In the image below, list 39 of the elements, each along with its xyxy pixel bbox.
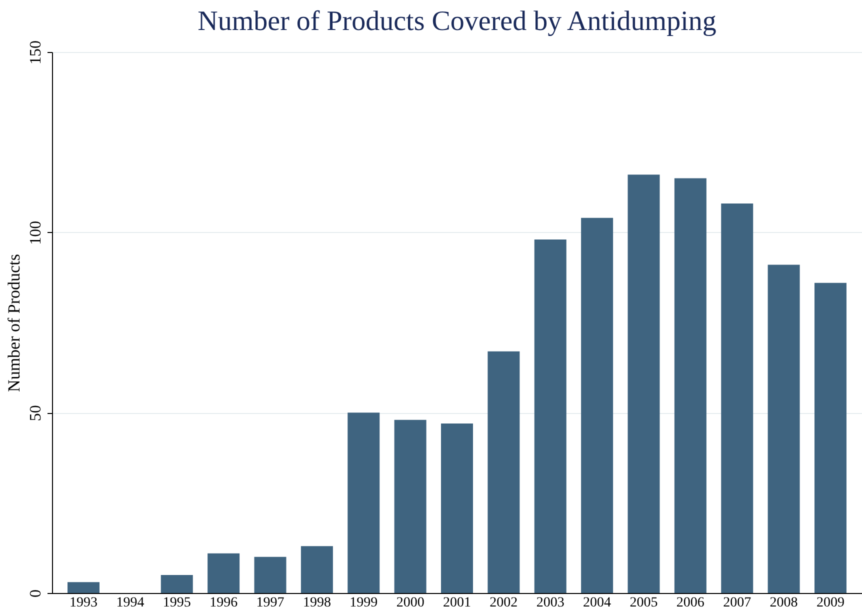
x-tick-label: 2008 xyxy=(770,596,798,610)
x-tick-label: 2006 xyxy=(676,596,704,610)
x-tick-label: 2001 xyxy=(443,596,471,610)
x-tick-label: 1995 xyxy=(162,596,191,610)
y-tick-label: 100 xyxy=(28,220,44,245)
y-tick-label: 50 xyxy=(28,405,44,422)
chart-title: Number of Products Covered by Antidumping xyxy=(198,6,716,37)
x-tick-label: 1993 xyxy=(70,596,98,610)
y-tick-label: 150 xyxy=(28,40,44,64)
bar xyxy=(488,351,520,593)
bar xyxy=(300,546,333,593)
y-tick-label: 0 xyxy=(28,590,44,598)
y-axis-title: Number of Products xyxy=(4,254,24,392)
x-tick-label: 1998 xyxy=(302,596,331,610)
bar xyxy=(394,420,426,593)
bar xyxy=(441,423,473,593)
x-tick-label: 2007 xyxy=(723,596,752,610)
x-tick-label: 1994 xyxy=(116,596,144,610)
bar xyxy=(68,582,100,593)
x-tick-label: 1996 xyxy=(210,596,238,610)
bar xyxy=(581,218,614,593)
bar xyxy=(254,556,286,593)
x-tick-label: 1999 xyxy=(350,596,378,610)
x-tick-label: 1997 xyxy=(256,596,284,610)
x-tick-label: 2005 xyxy=(630,596,658,610)
x-tick-label: 2009 xyxy=(816,596,844,610)
bar xyxy=(208,553,240,593)
bar xyxy=(534,240,566,593)
bar xyxy=(768,264,800,593)
bar xyxy=(814,282,846,593)
bar xyxy=(628,174,660,593)
bar xyxy=(348,412,380,593)
bar xyxy=(160,574,193,593)
x-tick-label: 2003 xyxy=(536,596,564,610)
x-tick-label: 2004 xyxy=(583,596,612,610)
bar xyxy=(674,178,706,593)
x-tick-label: 2000 xyxy=(396,596,424,610)
x-tick-label: 2002 xyxy=(490,596,518,610)
bar xyxy=(721,203,754,593)
